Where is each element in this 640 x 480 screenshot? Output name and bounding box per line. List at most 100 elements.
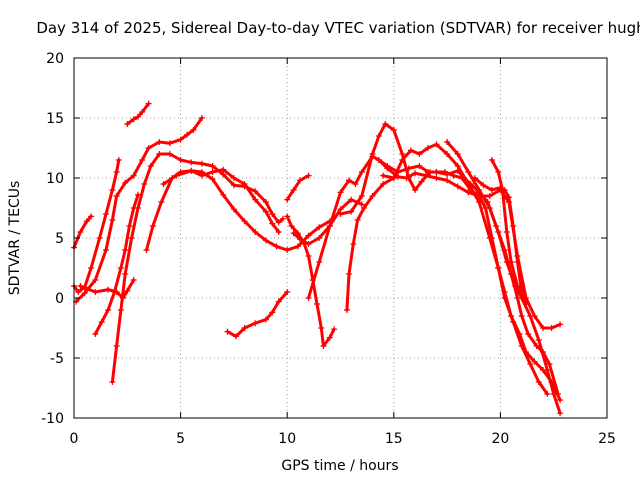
data-point	[160, 181, 167, 187]
data-point	[296, 236, 303, 243]
data-point	[444, 139, 451, 145]
y-tick-label: 5	[55, 231, 64, 247]
data-point	[305, 232, 312, 239]
data-point	[350, 241, 357, 247]
data-point	[352, 181, 359, 187]
data-point	[220, 166, 227, 173]
data-point	[557, 410, 564, 417]
data-point	[224, 328, 231, 335]
series-line	[473, 176, 528, 306]
data-point	[433, 141, 440, 148]
data-point	[546, 361, 553, 367]
data-point	[145, 145, 152, 151]
data-point	[105, 286, 112, 293]
data-point	[508, 313, 515, 319]
series-pass-8	[160, 167, 333, 253]
data-point	[284, 213, 291, 220]
data-point	[433, 169, 440, 175]
data-point	[269, 211, 276, 217]
series-pass-10	[224, 289, 291, 340]
data-point	[252, 229, 259, 235]
data-point	[354, 217, 361, 223]
data-point	[522, 301, 529, 307]
data-point	[320, 343, 327, 349]
data-point	[527, 361, 534, 367]
data-point	[83, 218, 90, 225]
data-point	[109, 217, 116, 223]
data-point	[454, 151, 461, 157]
data-point	[533, 343, 540, 349]
data-point	[305, 253, 312, 259]
data-point	[130, 116, 137, 123]
data-point	[343, 307, 350, 313]
data-point	[115, 157, 122, 163]
data-point	[486, 205, 493, 211]
data-point	[314, 301, 321, 307]
series-line	[445, 140, 562, 415]
data-point	[348, 208, 355, 215]
data-point	[510, 223, 517, 229]
y-tick-label: 15	[46, 111, 64, 127]
x-tick-labels: 0 5 10 15 20 25	[70, 431, 616, 447]
y-tick-label: 10	[46, 171, 64, 187]
data-point	[96, 235, 103, 241]
plot-frame	[73, 57, 608, 419]
data-point	[262, 237, 269, 244]
data-point	[348, 196, 355, 203]
data-point	[316, 259, 323, 265]
data-point	[488, 157, 495, 163]
data-point	[375, 157, 382, 163]
data-point	[316, 235, 323, 241]
data-point	[465, 181, 472, 187]
series-pass-17	[380, 141, 564, 403]
data-point	[450, 172, 457, 179]
data-point	[548, 325, 555, 331]
data-point	[331, 326, 338, 333]
data-point	[290, 187, 297, 193]
data-point	[134, 191, 141, 198]
data-point	[166, 151, 173, 157]
data-point	[369, 193, 376, 199]
data-point	[139, 109, 146, 115]
series-pass-18	[375, 157, 564, 331]
data-point	[535, 379, 542, 385]
data-point	[230, 175, 237, 181]
data-point	[113, 343, 120, 349]
series-pass-21	[471, 175, 529, 307]
data-point	[230, 206, 237, 213]
data-point	[527, 313, 534, 319]
data-point	[113, 169, 120, 175]
data-point	[198, 115, 205, 121]
data-point	[465, 189, 472, 196]
data-point	[358, 193, 365, 199]
data-point	[433, 175, 440, 181]
data-point	[109, 379, 116, 385]
data-point	[262, 208, 269, 215]
data-point	[346, 177, 353, 184]
series-line	[110, 152, 285, 384]
data-point	[220, 191, 227, 198]
data-point	[109, 187, 116, 193]
data-point	[427, 169, 434, 175]
data-point	[318, 325, 325, 331]
data-point	[88, 213, 95, 220]
data-point	[130, 172, 137, 179]
data-point	[525, 331, 532, 337]
data-point	[177, 157, 184, 163]
data-point	[544, 367, 551, 373]
data-point	[113, 193, 120, 199]
data-point	[141, 181, 148, 187]
series-line	[377, 158, 562, 330]
data-point	[486, 193, 493, 199]
series-pass-14	[343, 175, 397, 313]
data-point	[444, 177, 451, 184]
data-point	[412, 187, 419, 193]
data-point	[326, 223, 333, 229]
y-tick-label: -5	[50, 351, 64, 367]
data-point	[275, 219, 282, 226]
data-point	[130, 205, 137, 211]
data-point	[275, 298, 282, 305]
y-tick-labels: -10 -5 0 5 10 15 20	[41, 51, 64, 427]
data-point	[305, 295, 312, 301]
